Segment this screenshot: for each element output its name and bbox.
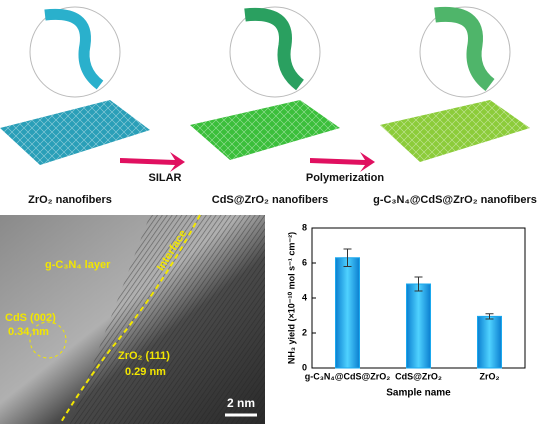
fiber bbox=[244, 7, 305, 91]
tem-label: 0.29 nm bbox=[125, 366, 166, 378]
mesh bbox=[190, 100, 340, 160]
tem-label: ZrO₂ (111) bbox=[118, 350, 170, 362]
stage-label: CdS@ZrO₂ nanofibers bbox=[212, 194, 328, 206]
x-tick-label: CdS@ZrO₂ bbox=[395, 371, 442, 381]
y-tick-label: 6 bbox=[302, 257, 307, 267]
fiber bbox=[434, 6, 495, 91]
error-bar bbox=[343, 248, 352, 267]
cds-region bbox=[29, 321, 67, 359]
bar bbox=[335, 257, 360, 369]
bar bbox=[406, 283, 431, 369]
error-bar bbox=[485, 313, 494, 320]
stage-label: ZrO₂ nanofibers bbox=[28, 194, 112, 206]
arrow bbox=[120, 152, 185, 172]
y-tick-label: 8 bbox=[302, 222, 307, 232]
stage-label: g-C₃N₄@CdS@ZrO₂ nanofibers bbox=[373, 194, 537, 206]
mesh bbox=[0, 100, 150, 165]
chart: 0 2 4 6 8 NH₃ yield (×10⁻¹⁰ mol s⁻¹ cm⁻²) Samp… bbox=[286, 222, 526, 399]
interface-line bbox=[59, 214, 201, 424]
arrow-label: Polymerization bbox=[306, 172, 385, 184]
scale-label: 2 nm bbox=[227, 396, 255, 410]
x-tick-label: g-C₃N₄@CdS@ZrO₂ bbox=[305, 371, 391, 381]
fiber bbox=[44, 8, 104, 90]
error-bar bbox=[414, 276, 423, 292]
tem-label: CdS (002) bbox=[5, 312, 56, 324]
y-tick-label: 4 bbox=[302, 292, 307, 302]
y-axis-label: NH₃ yield (×10⁻¹⁰ mol s⁻¹ cm⁻²) bbox=[286, 232, 296, 364]
arrow bbox=[310, 152, 375, 172]
schematic: SILAR Polymerization ZrO₂ nanofibers CdS… bbox=[0, 6, 537, 206]
y-tick-label: 2 bbox=[302, 327, 307, 337]
tem-label: 0.34 nm bbox=[8, 326, 49, 338]
x-tick-label: ZrO₂ bbox=[480, 371, 500, 381]
tem-label: g-C₃N₄ layer bbox=[45, 259, 111, 271]
mesh bbox=[380, 100, 530, 162]
lattice bbox=[70, 215, 265, 424]
arrow-label: SILAR bbox=[149, 172, 182, 184]
tem-image: g-C₃N₄ layer Interface CdS (002) 0.34 nm… bbox=[0, 214, 265, 424]
bar bbox=[477, 315, 502, 369]
y-tick-label: 0 bbox=[302, 362, 307, 372]
zoom bbox=[29, 6, 121, 98]
x-axis-label: Sample name bbox=[386, 388, 451, 399]
